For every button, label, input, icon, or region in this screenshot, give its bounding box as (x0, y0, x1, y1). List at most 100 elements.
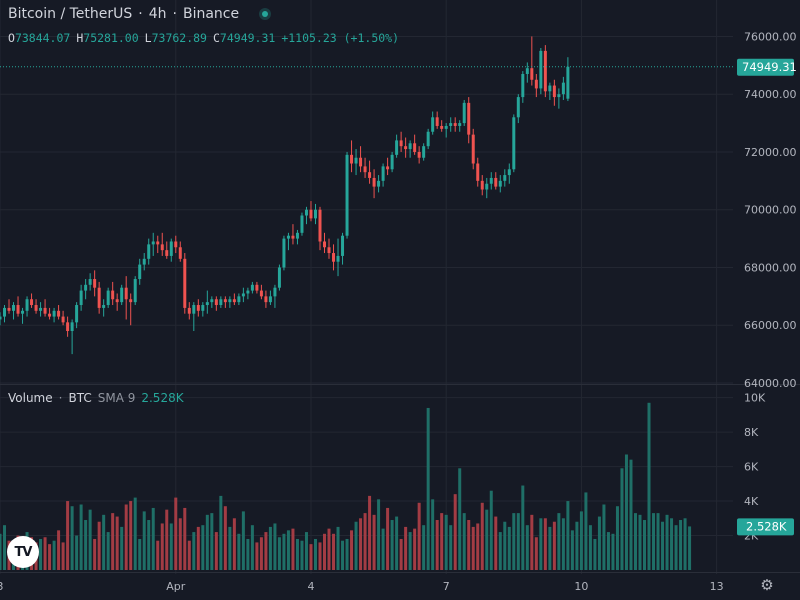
tradingview-logo-icon[interactable]: TV (7, 536, 39, 568)
candle-body (377, 180, 381, 187)
candle-body (111, 290, 115, 300)
volume-bar (462, 513, 466, 570)
candle-body (124, 287, 128, 300)
volume-bar (503, 521, 507, 570)
candle-body (561, 82, 565, 95)
candle-body (250, 284, 254, 291)
volume-bar (597, 516, 601, 570)
candle-body (273, 287, 277, 297)
volume-label[interactable]: Volume (8, 391, 53, 405)
candle-body (93, 279, 97, 288)
volume-bar (106, 532, 110, 570)
volume-bar (670, 518, 674, 570)
candle-body (205, 302, 209, 306)
volume-bar (174, 497, 178, 570)
candle-body (219, 299, 223, 306)
price-axis-tick-label: 76000.00 (744, 30, 797, 43)
candle-body (160, 244, 164, 251)
volume-bar (480, 502, 484, 570)
candle-body (345, 154, 349, 236)
candle-body (30, 299, 34, 306)
volume-bar (643, 520, 647, 570)
candle-body (25, 299, 29, 311)
candle-body (291, 235, 295, 239)
volume-sma-label: SMA 9 (97, 391, 136, 405)
time-axis-tick-label: Apr (166, 580, 186, 593)
separator: · (172, 6, 177, 22)
volume-bar (178, 518, 182, 570)
candle-body (507, 169, 511, 176)
volume-bar (570, 530, 574, 570)
volume-bar (395, 516, 399, 570)
volume-bar (57, 530, 61, 570)
price-axis-tick-label: 64000.00 (744, 377, 797, 390)
separator: · (138, 6, 143, 22)
volume-bar (683, 518, 687, 570)
candle-body (462, 102, 466, 124)
candle-body (557, 94, 561, 98)
volume-bar (52, 540, 56, 570)
volume-bar (408, 532, 412, 570)
candles (0, 36, 570, 355)
volume-bar (48, 544, 52, 570)
volume-bar (219, 495, 223, 570)
candle-body (381, 166, 385, 181)
volume-bar (404, 526, 408, 570)
volume-bar (417, 502, 421, 570)
candle-body (61, 316, 65, 323)
volume-bar (679, 520, 683, 570)
candle-body (354, 157, 358, 164)
candle-body (169, 241, 173, 256)
candle-body (39, 307, 43, 311)
volume-bar (147, 520, 151, 570)
high-value: 75281.00 (83, 31, 139, 45)
volume-bar (295, 538, 299, 570)
candle-body (422, 146, 426, 158)
volume-axis-tick-label: 8K (744, 426, 759, 439)
volume-bar (250, 525, 254, 570)
candle-body (21, 310, 25, 314)
volume-bar (458, 468, 462, 570)
volume-bar (363, 513, 367, 570)
candle-body (336, 255, 340, 262)
volume-bar (638, 514, 642, 570)
volume-axis-tick-label: 4K (744, 495, 759, 508)
candle-body (120, 287, 124, 303)
volume-bar (440, 513, 444, 570)
last-price-badge-bg (737, 58, 794, 76)
volume-bar (313, 538, 317, 570)
volume-bar (386, 507, 390, 570)
candle-body (525, 68, 529, 74)
volume-bar (115, 516, 119, 570)
candle-body (480, 180, 484, 190)
volume-bar (282, 533, 286, 570)
symbol-title[interactable]: Bitcoin / TetherUS (8, 6, 133, 22)
chart-header: Bitcoin / TetherUS · 4h · Binance (8, 6, 272, 22)
price-axis-tick-label: 66000.00 (744, 319, 797, 332)
volume-bar (512, 513, 516, 570)
volume-bars (0, 402, 692, 570)
interval-label[interactable]: 4h (148, 6, 167, 22)
candle-body (228, 299, 232, 303)
volume-bar (552, 521, 556, 570)
candle-body (97, 287, 101, 308)
candle-body (521, 73, 525, 98)
volume-bar (368, 495, 372, 570)
candle-body (183, 258, 187, 308)
time-axis-tick-label: 4 (307, 580, 314, 593)
volume-bar (516, 513, 520, 570)
volume-bar (507, 526, 511, 570)
gear-icon[interactable]: ⚙ (760, 576, 774, 594)
candle-body (417, 151, 421, 158)
candle-body (323, 241, 327, 248)
candle-body (259, 290, 263, 297)
volume-bar (656, 513, 660, 570)
volume-bar (647, 402, 651, 570)
volume-bar (264, 532, 268, 570)
candle-body (440, 125, 444, 129)
volume-bar (602, 504, 606, 570)
volume-bar (309, 544, 313, 570)
candle-body (286, 235, 290, 239)
